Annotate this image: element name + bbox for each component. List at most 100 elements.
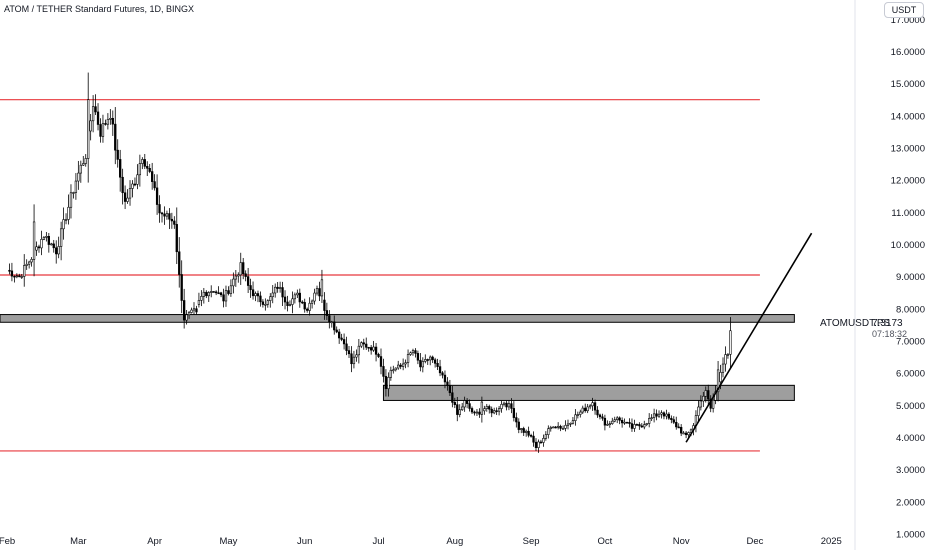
candle-body	[493, 410, 496, 414]
candle-body	[143, 159, 146, 167]
candle	[67, 194, 70, 225]
candle-body	[170, 218, 174, 222]
candle	[566, 419, 570, 430]
candle-body	[239, 262, 242, 276]
candle	[69, 184, 73, 219]
candle	[74, 173, 78, 200]
candle-body	[468, 403, 471, 409]
candle-body	[197, 300, 201, 305]
candle	[342, 333, 346, 350]
candle	[276, 282, 279, 293]
candle-body	[367, 346, 370, 349]
y-tick-label: 16.0000	[891, 47, 925, 58]
candle	[96, 103, 100, 131]
candle	[91, 95, 95, 133]
candle-body	[510, 403, 513, 409]
y-tick-label: 7.0000	[896, 336, 925, 347]
candle-body	[261, 301, 265, 305]
candle	[429, 355, 432, 366]
candle	[173, 216, 176, 229]
candle-body	[202, 291, 205, 297]
candle	[588, 404, 592, 410]
candle-body	[155, 187, 159, 205]
candle	[242, 257, 245, 280]
candle	[724, 346, 727, 372]
candle-body	[42, 237, 46, 240]
candle-body	[702, 395, 705, 402]
candle-body	[456, 404, 459, 415]
y-tick-label: 13.0000	[891, 143, 925, 154]
candle-body	[212, 291, 215, 293]
candle	[306, 307, 309, 313]
currency-selector[interactable]: USDT	[884, 2, 924, 18]
candle-body	[151, 171, 154, 182]
y-tick-label: 9.0000	[896, 272, 925, 283]
candle	[576, 411, 579, 419]
candle	[377, 352, 380, 359]
candle-body	[574, 414, 577, 421]
candle	[537, 439, 540, 453]
candle-body	[89, 120, 92, 132]
candle	[406, 349, 410, 368]
candle	[542, 434, 545, 447]
candle-body	[406, 354, 410, 363]
candle	[438, 359, 442, 377]
candle-body	[665, 413, 668, 417]
candle	[301, 300, 304, 305]
candle-body	[116, 149, 119, 160]
candle-body	[581, 407, 584, 413]
candle-body	[109, 117, 112, 120]
time-axis[interactable]: Feb Mar Apr May Jun Jul Aug Sep Oct Nov Dec 2025	[0, 536, 842, 547]
candle-body	[650, 417, 653, 419]
x-tick-label: 2025	[821, 536, 842, 547]
candle	[121, 168, 124, 205]
candle	[529, 433, 533, 438]
candle-body	[591, 402, 594, 407]
candle	[620, 417, 624, 428]
candle	[360, 341, 363, 349]
y-tick-label: 2.0000	[896, 497, 925, 508]
y-tick-label: 14.0000	[891, 111, 925, 122]
candle	[478, 408, 481, 418]
candle	[59, 221, 63, 261]
candle-body	[278, 287, 282, 289]
candle	[625, 421, 629, 424]
candle-body	[141, 159, 144, 164]
candle	[598, 413, 602, 420]
candle-body	[355, 354, 358, 358]
candle-body	[195, 308, 198, 313]
candle-body	[495, 410, 498, 412]
candle	[298, 288, 301, 308]
candle	[630, 418, 634, 432]
candle	[623, 418, 626, 425]
candle	[259, 291, 262, 307]
candle	[20, 273, 23, 280]
candle	[660, 410, 663, 419]
candle	[382, 358, 385, 383]
support-zone	[382, 384, 795, 401]
candle	[170, 212, 174, 229]
candle	[451, 386, 454, 408]
candle-body	[325, 310, 329, 316]
candle-body	[315, 288, 319, 294]
candle	[448, 379, 452, 396]
candle	[579, 409, 582, 418]
candle-body	[389, 369, 392, 378]
candle	[308, 297, 311, 316]
candle-body	[101, 123, 105, 137]
candle-body	[458, 409, 461, 415]
candle-body	[229, 285, 233, 294]
candle	[473, 410, 476, 416]
candle-body	[13, 275, 16, 278]
candle	[392, 365, 395, 374]
price-axis[interactable]: 1.0000 2.0000 3.0000 4.0000 5.0000 6.0000 7.00…	[891, 15, 925, 541]
candle-body	[588, 405, 592, 408]
zones-layer	[0, 314, 795, 401]
candle	[675, 416, 678, 430]
candle	[510, 398, 513, 414]
candle-body	[620, 420, 624, 424]
candle-body	[8, 269, 11, 272]
candle-body	[564, 425, 567, 429]
